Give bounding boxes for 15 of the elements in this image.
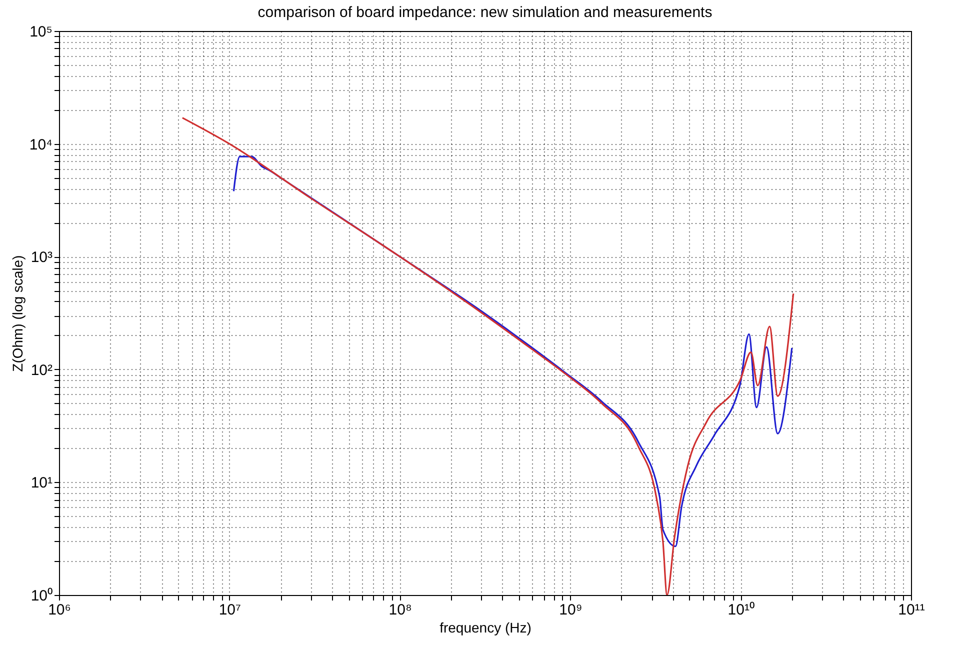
y-tick-label: 10⁵ — [30, 24, 52, 40]
x-tick-label: 10⁶ — [48, 602, 71, 618]
y-tick-label: 10⁰ — [30, 588, 52, 604]
x-tick-label: 10⁷ — [218, 602, 241, 618]
y-tick-label: 10³ — [30, 249, 52, 266]
y-axis-title: Z(Ohm) (log scale) — [9, 255, 26, 372]
x-tick-label: 10¹⁰ — [728, 602, 754, 618]
y-tick-label: 10¹ — [30, 474, 52, 492]
chart-title: comparison of board impedance: new simulation and measurements — [258, 4, 712, 21]
x-tick-label: 10⁹ — [559, 602, 582, 618]
x-tick-label: 10¹¹ — [898, 602, 925, 618]
y-tick-label: 10² — [30, 362, 52, 379]
x-tick-label: 10⁸ — [388, 602, 412, 618]
x-axis-title: frequency (Hz) — [440, 620, 532, 636]
y-tick-label: 10⁴ — [29, 136, 52, 154]
